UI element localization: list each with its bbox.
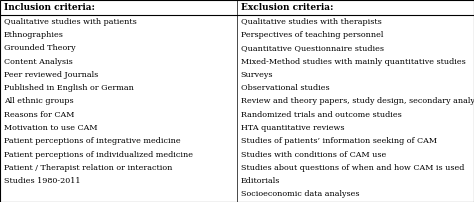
Text: Grounded Theory: Grounded Theory (4, 44, 75, 52)
Text: All ethnic groups: All ethnic groups (4, 97, 73, 105)
Text: Patient perceptions of integrative medicine: Patient perceptions of integrative medic… (4, 137, 181, 145)
Text: Studies of patients’ information seeking of CAM: Studies of patients’ information seeking… (241, 137, 437, 145)
Text: Review and theory papers, study design, secondary analysis: Review and theory papers, study design, … (241, 97, 474, 105)
Text: Peer reviewed Journals: Peer reviewed Journals (4, 71, 98, 79)
Text: Studies about questions of when and how CAM is used: Studies about questions of when and how … (241, 164, 464, 172)
Text: Qualitative studies with therapists: Qualitative studies with therapists (241, 18, 382, 26)
Text: Patient / Therapist relation or interaction: Patient / Therapist relation or interact… (4, 164, 172, 172)
Text: Published in English or German: Published in English or German (4, 84, 134, 92)
Text: Ethnographies: Ethnographies (4, 31, 64, 39)
Text: Surveys: Surveys (241, 71, 273, 79)
Text: Perspectives of teaching personnel: Perspectives of teaching personnel (241, 31, 383, 39)
Text: Observational studies: Observational studies (241, 84, 329, 92)
Text: Editorials: Editorials (241, 177, 280, 185)
Text: HTA quantitative reviews: HTA quantitative reviews (241, 124, 344, 132)
Text: Qualitative studies with patients: Qualitative studies with patients (4, 18, 137, 26)
Text: Inclusion criteria:: Inclusion criteria: (4, 3, 95, 12)
Text: Studies 1980-2011: Studies 1980-2011 (4, 177, 80, 185)
Text: Quantitative Questionnaire studies: Quantitative Questionnaire studies (241, 44, 384, 52)
Text: Content Analysis: Content Analysis (4, 58, 73, 66)
Text: Mixed-Method studies with mainly quantitative studies: Mixed-Method studies with mainly quantit… (241, 58, 465, 66)
Text: Studies with conditions of CAM use: Studies with conditions of CAM use (241, 150, 386, 159)
Text: Reasons for CAM: Reasons for CAM (4, 111, 74, 119)
Text: Patient perceptions of individualized medicine: Patient perceptions of individualized me… (4, 150, 193, 159)
Text: Randomized trials and outcome studies: Randomized trials and outcome studies (241, 111, 401, 119)
Text: Exclusion criteria:: Exclusion criteria: (241, 3, 333, 12)
Text: Socioeconomic data analyses: Socioeconomic data analyses (241, 190, 359, 198)
Text: Motivation to use CAM: Motivation to use CAM (4, 124, 97, 132)
